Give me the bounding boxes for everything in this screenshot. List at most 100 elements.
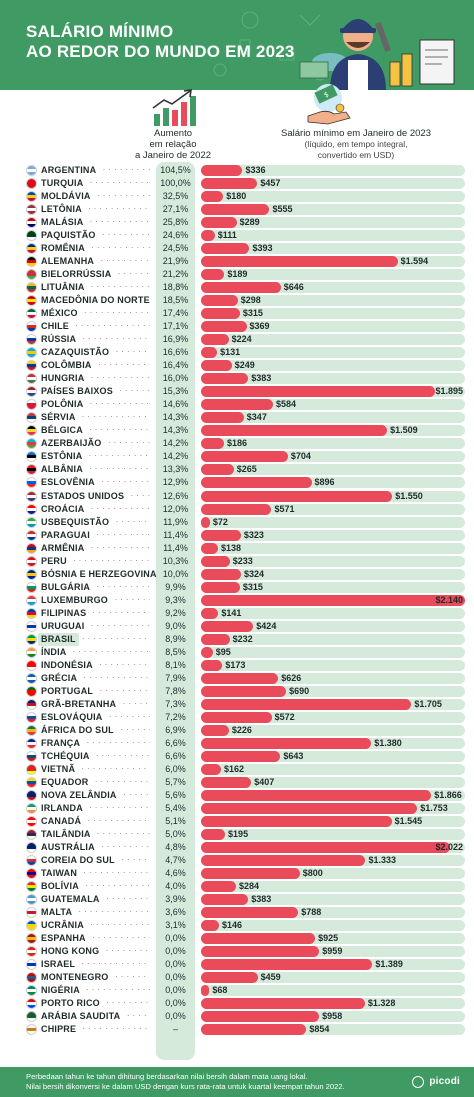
- flag-icon: [26, 490, 37, 502]
- increase-value: 6,0%: [165, 763, 186, 774]
- table-row: CANADÁ ··································…: [0, 815, 474, 828]
- dotted-leader: ········································…: [114, 594, 150, 604]
- country-name: PERU: [41, 555, 67, 566]
- wage-value-label: $854: [309, 1024, 330, 1035]
- increase-value: 5,7%: [165, 776, 186, 787]
- flag-icon: [26, 789, 37, 801]
- bar-track: [201, 724, 465, 736]
- flag-icon: [26, 334, 37, 346]
- wage-value-label: $186: [226, 438, 247, 449]
- increase-value: 9,0%: [165, 620, 186, 631]
- country-name: BOLÍVIA: [41, 881, 79, 892]
- bar-track: [201, 933, 465, 945]
- table-row: AZERBAIJÃO ······························…: [0, 437, 474, 450]
- wage-bar: [201, 698, 412, 710]
- increase-value: 3,6%: [165, 907, 186, 918]
- country-name: ESTADOS UNIDOS: [41, 490, 125, 501]
- bar-track: [201, 529, 465, 541]
- brand-name[interactable]: picodi: [429, 1076, 460, 1087]
- dotted-leader: ········································…: [89, 425, 150, 435]
- increase-column-background: [156, 162, 195, 1060]
- dotted-leader: ········································…: [87, 816, 150, 825]
- flag-icon: [26, 985, 37, 997]
- flag-icon: [26, 516, 37, 528]
- country-name: USBEQUISTÃO: [41, 516, 110, 527]
- wage-bar: [201, 750, 281, 762]
- flag-icon: [26, 308, 37, 320]
- wage-value-label: $141: [221, 607, 242, 618]
- table-row: MACEDÔNIA DO NORTE······················…: [0, 294, 474, 307]
- bar-track: [201, 477, 465, 489]
- bar-track: [201, 334, 465, 346]
- country-name: FRANÇA: [41, 737, 81, 748]
- table-row: COREIA DO SUL ···························…: [0, 854, 474, 867]
- increase-column-header: Aumento em relação a Janeiro de 2022: [118, 128, 228, 161]
- wage-bar: [201, 607, 219, 619]
- wage-value-label: $457: [260, 178, 281, 189]
- country-name: BÉLGICA: [41, 425, 83, 436]
- dotted-leader: ········································…: [72, 646, 150, 656]
- dotted-leader: ········································…: [92, 933, 150, 943]
- flag-icon: [26, 1011, 37, 1023]
- flag-icon: [26, 672, 37, 684]
- wage-value-label: $72: [212, 516, 228, 527]
- wage-bar: [201, 672, 279, 684]
- increase-value: 100,0%: [160, 178, 191, 189]
- wage-value-label: $131: [220, 347, 241, 358]
- dotted-leader: ········································…: [101, 842, 150, 852]
- table-row: URUGUAI ·································…: [0, 620, 474, 633]
- country-name: BIELORRÚSSIA: [41, 269, 112, 280]
- dotted-leader: ········································…: [126, 1011, 150, 1021]
- wage-bar: [201, 946, 320, 958]
- table-row: NIGÉRIA ·································…: [0, 984, 474, 997]
- dotted-leader: ········································…: [78, 907, 150, 917]
- dotted-leader: ········································…: [101, 230, 150, 240]
- dotted-leader: ········································…: [115, 516, 150, 526]
- bar-track: [201, 516, 465, 528]
- table-row: AUSTRÁLIA ·······························…: [0, 841, 474, 854]
- dotted-leader: ········································…: [105, 946, 150, 956]
- wage-bar: [201, 933, 316, 945]
- title-line-1: SALÁRIO MÍNIMO: [26, 22, 174, 41]
- country-name: BÓSNIA E HERZEGOVINA: [41, 568, 157, 579]
- bar-track: [201, 672, 465, 684]
- increase-value: 7,2%: [165, 711, 186, 722]
- bar-track: [201, 412, 465, 424]
- title-line-2: AO REDOR DO MUNDO EM 2023: [26, 42, 295, 61]
- footer: Perbedaan tahun ke tahun dihitung berdas…: [0, 1067, 474, 1097]
- bar-track: [201, 321, 465, 333]
- wage-header-sub-1: (líquido, em tempo integral,: [304, 139, 408, 149]
- increase-value: 14,2%: [162, 438, 189, 449]
- dotted-leader: ········································…: [83, 868, 150, 878]
- table-row: VIETNÃ ··································…: [0, 763, 474, 776]
- bar-track: [201, 581, 465, 593]
- flag-icon: [26, 425, 37, 437]
- wage-value-label: $195: [228, 829, 249, 840]
- increase-value: 3,9%: [165, 894, 186, 905]
- flag-icon: [26, 451, 37, 463]
- bar-track: [201, 464, 465, 476]
- dotted-leader: ········································…: [89, 464, 150, 474]
- wage-value-label: $2.140: [435, 594, 463, 605]
- flag-icon: [26, 633, 37, 645]
- wage-bar: [201, 399, 274, 411]
- table-row: ARGENTINA ·······························…: [0, 164, 474, 177]
- wage-value-label: $959: [322, 946, 343, 957]
- bar-track: [201, 451, 465, 463]
- wage-value-label: $189: [227, 269, 248, 280]
- bar-track: [201, 1024, 465, 1036]
- footer-note: Perbedaan tahun ke tahun dihitung berdas…: [26, 1072, 406, 1092]
- wage-bar: [201, 881, 237, 893]
- increase-value: 5,1%: [165, 816, 186, 826]
- dotted-leader: ········································…: [83, 308, 150, 318]
- dotted-leader: ········································…: [101, 477, 150, 487]
- bar-track: [201, 659, 465, 671]
- table-row: IRLANDA ·································…: [0, 802, 474, 815]
- flag-icon: [26, 412, 37, 424]
- wage-value-label: $1.866: [434, 789, 462, 800]
- wage-bar: [201, 386, 435, 398]
- country-name: MOLDÁVIA: [41, 191, 91, 202]
- table-row: ALEMANHA ································…: [0, 255, 474, 268]
- table-row: BIELORRÚSSIA ····························…: [0, 268, 474, 281]
- wage-bar: [201, 594, 465, 606]
